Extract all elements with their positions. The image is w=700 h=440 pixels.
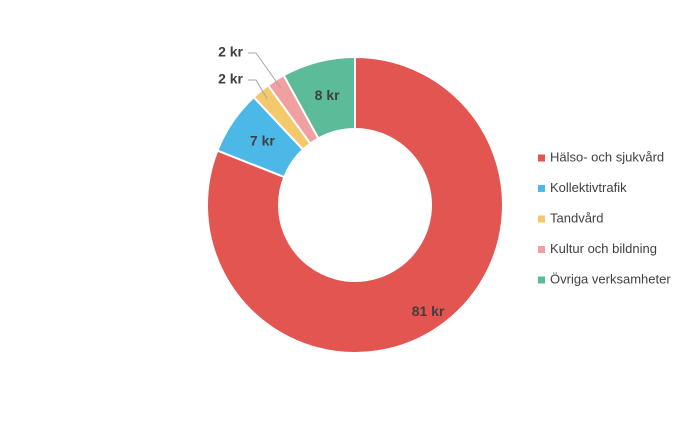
- legend-swatch: [538, 246, 545, 253]
- data-label: 2 kr: [218, 44, 243, 60]
- donut-slice: [282, 55, 356, 140]
- legend-label: Tandvård: [550, 210, 603, 225]
- legend-label: Övriga verksamheter: [550, 271, 671, 286]
- legend-label: Kollektivtrafik: [550, 180, 627, 195]
- data-label: 7 kr: [250, 133, 275, 149]
- legend-swatch: [538, 154, 545, 162]
- legend-label: Hälso- och sjukvård: [550, 149, 664, 164]
- legend-swatch: [538, 215, 545, 223]
- data-label: 81 kr: [412, 303, 445, 319]
- legend-swatch: [538, 276, 545, 284]
- data-label: 8 kr: [315, 87, 340, 103]
- donut-slice: [206, 55, 504, 354]
- legend-swatch: [538, 185, 545, 192]
- data-label: 2 kr: [218, 71, 243, 87]
- legend-label: Kultur och bildning: [550, 241, 657, 256]
- leader-line: [248, 79, 268, 99]
- leader-line: [248, 52, 282, 89]
